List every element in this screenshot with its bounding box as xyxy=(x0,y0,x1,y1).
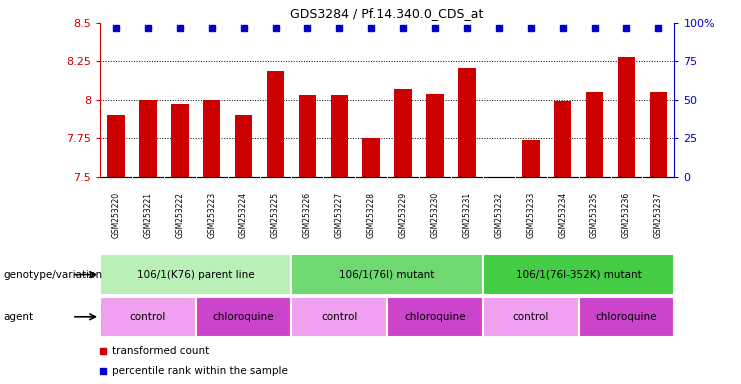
Bar xyxy=(100,254,291,295)
Text: chloroquine: chloroquine xyxy=(596,312,657,322)
Text: GSM253237: GSM253237 xyxy=(654,192,663,238)
Bar xyxy=(483,296,579,337)
Bar xyxy=(139,100,156,177)
Text: GSM253223: GSM253223 xyxy=(207,192,216,238)
Text: GSM253225: GSM253225 xyxy=(271,192,280,238)
Text: percentile rank within the sample: percentile rank within the sample xyxy=(112,366,288,376)
Bar xyxy=(196,296,291,337)
Bar xyxy=(579,296,674,337)
Text: agent: agent xyxy=(4,312,34,322)
Text: chloroquine: chloroquine xyxy=(405,312,466,322)
Text: control: control xyxy=(321,312,357,322)
Text: GSM253228: GSM253228 xyxy=(367,192,376,238)
Text: control: control xyxy=(513,312,549,322)
Bar xyxy=(267,71,285,177)
Text: 106/1(76I) mutant: 106/1(76I) mutant xyxy=(339,270,435,280)
Text: chloroquine: chloroquine xyxy=(213,312,274,322)
Text: 106/1(76I-352K) mutant: 106/1(76I-352K) mutant xyxy=(516,270,642,280)
Bar xyxy=(458,68,476,177)
Bar xyxy=(618,57,635,177)
Bar xyxy=(650,92,667,177)
Text: GSM253233: GSM253233 xyxy=(526,192,535,238)
Text: GSM253222: GSM253222 xyxy=(176,192,185,238)
Text: GSM253235: GSM253235 xyxy=(590,192,599,238)
Bar xyxy=(100,296,196,337)
Text: genotype/variation: genotype/variation xyxy=(4,270,103,280)
Bar xyxy=(426,94,444,177)
Text: GSM253224: GSM253224 xyxy=(239,192,248,238)
Bar xyxy=(171,104,188,177)
Bar xyxy=(330,95,348,177)
Bar xyxy=(291,296,387,337)
Text: GSM253220: GSM253220 xyxy=(111,192,121,238)
Text: transformed count: transformed count xyxy=(112,346,209,356)
Text: GSM253234: GSM253234 xyxy=(558,192,567,238)
Bar xyxy=(586,92,603,177)
Bar xyxy=(235,115,253,177)
Bar xyxy=(362,138,380,177)
Text: GSM253226: GSM253226 xyxy=(303,192,312,238)
Bar xyxy=(299,95,316,177)
Bar xyxy=(483,254,674,295)
Bar xyxy=(554,101,571,177)
Text: GSM253221: GSM253221 xyxy=(144,192,153,238)
Text: GSM253232: GSM253232 xyxy=(494,192,503,238)
Text: GSM253231: GSM253231 xyxy=(462,192,471,238)
Text: GSM253230: GSM253230 xyxy=(431,192,439,238)
Text: GSM253229: GSM253229 xyxy=(399,192,408,238)
Bar xyxy=(394,89,412,177)
Text: control: control xyxy=(130,312,166,322)
Text: GSM253227: GSM253227 xyxy=(335,192,344,238)
Bar xyxy=(387,296,483,337)
Bar xyxy=(291,254,483,295)
Text: 106/1(K76) parent line: 106/1(K76) parent line xyxy=(137,270,255,280)
Bar xyxy=(522,140,539,177)
Text: GSM253236: GSM253236 xyxy=(622,192,631,238)
Title: GDS3284 / Pf.14.340.0_CDS_at: GDS3284 / Pf.14.340.0_CDS_at xyxy=(290,7,484,20)
Bar xyxy=(203,100,221,177)
Bar xyxy=(107,115,124,177)
